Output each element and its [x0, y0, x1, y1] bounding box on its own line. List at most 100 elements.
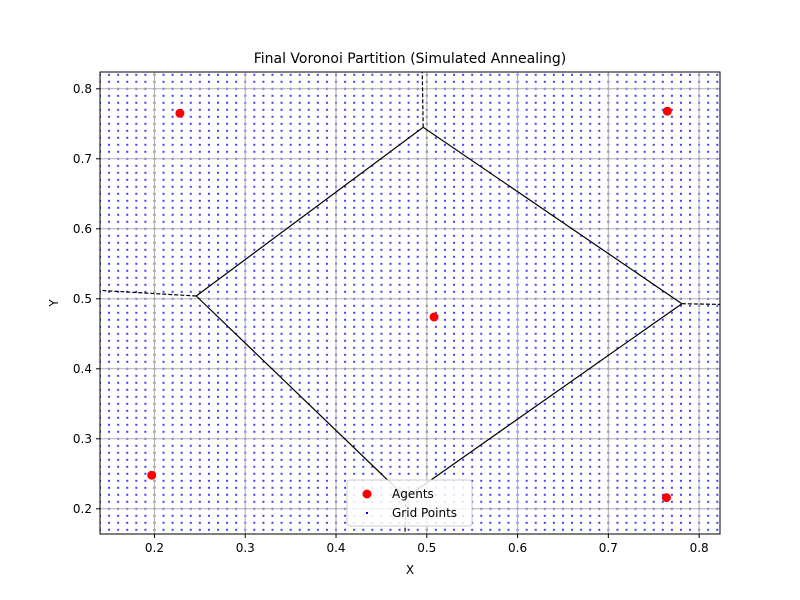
grid-point [171, 269, 174, 272]
grid-point [634, 304, 637, 307]
grid-point [616, 213, 619, 216]
grid-point [679, 423, 682, 426]
grid-point [307, 262, 310, 265]
grid-point [652, 472, 655, 475]
grid-point [598, 122, 601, 125]
grid-point [707, 150, 710, 153]
grid-point [643, 493, 646, 496]
grid-point [443, 360, 446, 363]
grid-point [189, 318, 192, 321]
grid-point [443, 444, 446, 447]
grid-point [434, 115, 437, 118]
grid-point [189, 479, 192, 482]
grid-point [707, 444, 710, 447]
grid-point [489, 402, 492, 405]
grid-point [561, 234, 564, 237]
grid-point [716, 339, 719, 342]
grid-point [117, 339, 120, 342]
grid-point [362, 402, 365, 405]
grid-point [207, 381, 210, 384]
grid-point [226, 290, 229, 293]
grid-point [534, 381, 537, 384]
grid-point [171, 241, 174, 244]
grid-point [679, 486, 682, 489]
grid-point [716, 332, 719, 335]
grid-point [489, 451, 492, 454]
grid-point [298, 94, 301, 97]
grid-point [561, 458, 564, 461]
grid-point [652, 318, 655, 321]
grid-point [543, 458, 546, 461]
grid-point [362, 353, 365, 356]
grid-point [534, 150, 537, 153]
grid-point [443, 311, 446, 314]
grid-point [253, 255, 256, 258]
grid-point [371, 381, 374, 384]
grid-point [543, 206, 546, 209]
grid-point [198, 255, 201, 258]
grid-point [135, 325, 138, 328]
grid-point [316, 521, 319, 524]
grid-point [253, 171, 256, 174]
grid-point [625, 220, 628, 223]
grid-point [598, 290, 601, 293]
grid-point [316, 486, 319, 489]
grid-point [371, 416, 374, 419]
grid-point [679, 122, 682, 125]
grid-point [253, 129, 256, 132]
grid-point [453, 255, 456, 258]
grid-point [307, 171, 310, 174]
grid-point [362, 388, 365, 391]
grid-point [198, 325, 201, 328]
grid-point [289, 283, 292, 286]
grid-point [171, 472, 174, 475]
grid-point [171, 430, 174, 433]
grid-point [144, 430, 147, 433]
grid-point [534, 479, 537, 482]
grid-point [598, 318, 601, 321]
grid-point [117, 458, 120, 461]
grid-point [207, 528, 210, 531]
grid-point [117, 465, 120, 468]
grid-point [643, 192, 646, 195]
grid-point [307, 479, 310, 482]
grid-point [198, 458, 201, 461]
grid-point [362, 444, 365, 447]
plot-area [100, 72, 720, 534]
grid-point [561, 178, 564, 181]
grid-point [280, 192, 283, 195]
grid-point [126, 73, 129, 76]
grid-point [716, 283, 719, 286]
grid-point [344, 213, 347, 216]
grid-point [180, 290, 183, 293]
grid-point [298, 311, 301, 314]
grid-point [316, 290, 319, 293]
grid-point [652, 94, 655, 97]
grid-point [571, 451, 574, 454]
grid-point [507, 353, 510, 356]
grid-point [407, 395, 410, 398]
grid-point [226, 360, 229, 363]
grid-point [235, 388, 238, 391]
grid-point [707, 73, 710, 76]
grid-point [126, 451, 129, 454]
grid-point [307, 94, 310, 97]
grid-point [561, 395, 564, 398]
grid-point [498, 108, 501, 111]
grid-point [580, 304, 583, 307]
grid-point [625, 164, 628, 167]
grid-point [552, 339, 555, 342]
grid-point [280, 283, 283, 286]
grid-point [716, 430, 719, 433]
grid-point [380, 318, 383, 321]
grid-point [262, 381, 265, 384]
grid-point [716, 164, 719, 167]
grid-point [398, 332, 401, 335]
grid-point [144, 143, 147, 146]
grid-point [689, 220, 692, 223]
grid-point [307, 528, 310, 531]
grid-point [289, 234, 292, 237]
grid-point [371, 472, 374, 475]
grid-point [543, 521, 546, 524]
grid-point [171, 248, 174, 251]
